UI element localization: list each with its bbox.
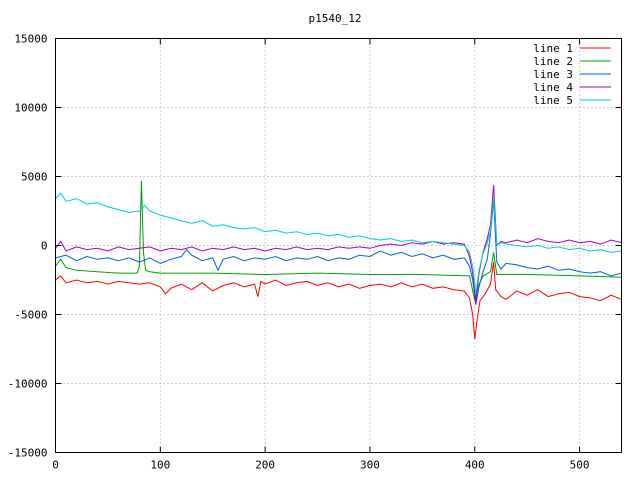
y-tick-label: 10000 bbox=[14, 102, 47, 115]
x-tick-label: 400 bbox=[465, 459, 485, 472]
legend-label-line-1: line 1 bbox=[533, 42, 573, 55]
x-tick-label: 0 bbox=[52, 459, 59, 472]
chart-title: p1540_12 bbox=[309, 12, 362, 25]
y-tick-label: 0 bbox=[41, 240, 48, 253]
series-line-2 bbox=[55, 180, 622, 301]
legend-label-line-4: line 4 bbox=[533, 81, 573, 94]
series-line-4 bbox=[55, 184, 622, 304]
x-tick-label: 300 bbox=[360, 459, 380, 472]
series-line-1 bbox=[55, 262, 622, 340]
y-tick-label: 15000 bbox=[14, 33, 47, 46]
legend-label-line-3: line 3 bbox=[533, 68, 573, 81]
series-line-3 bbox=[55, 199, 622, 305]
grid bbox=[55, 38, 622, 453]
x-tick-label: 500 bbox=[570, 459, 590, 472]
series-layer bbox=[55, 180, 622, 340]
x-tick-label: 100 bbox=[150, 459, 170, 472]
x-tick-label: 200 bbox=[255, 459, 275, 472]
legend-label-line-5: line 5 bbox=[533, 94, 573, 107]
axis-ticks: 0 100 200 300 400 500 -15000 -10000 -5000 0 5000 10… bbox=[8, 33, 622, 472]
y-tick-label: -10000 bbox=[8, 378, 48, 391]
legend-label-line-2: line 2 bbox=[533, 55, 573, 68]
y-tick-label: -5000 bbox=[14, 309, 47, 322]
y-tick-label: 5000 bbox=[21, 171, 48, 184]
y-tick-label: -15000 bbox=[8, 447, 48, 460]
series-line-5 bbox=[55, 192, 622, 294]
